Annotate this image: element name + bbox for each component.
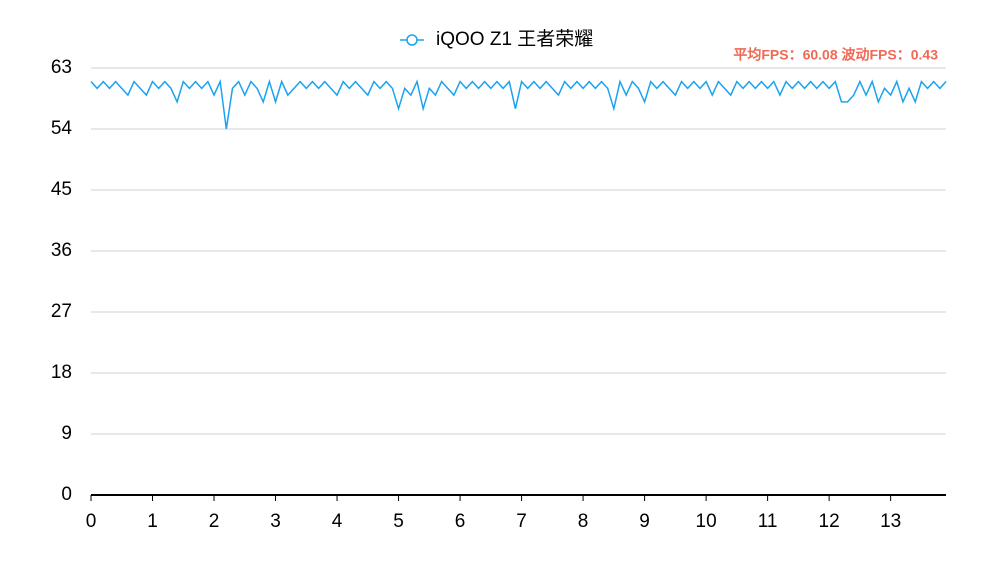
x-tick-label: 4 (332, 511, 343, 532)
y-tick-label: 0 (61, 484, 72, 505)
legend-label: iQOO Z1 王者荣耀 (436, 28, 593, 50)
x-tick-label: 12 (819, 511, 840, 532)
y-tick-label: 54 (51, 118, 73, 139)
x-tick-label: 6 (455, 511, 466, 532)
y-tick-label: 18 (51, 362, 72, 383)
x-tick-label: 11 (758, 511, 778, 532)
y-tick-label: 27 (51, 301, 72, 322)
annotation: 平均FPS：60.08 波动FPS：0.43 (733, 47, 938, 63)
y-tick-label: 36 (51, 240, 72, 261)
x-tick-label: 8 (578, 511, 589, 532)
x-tick-label: 13 (880, 511, 901, 532)
y-tick-label: 9 (61, 423, 72, 444)
x-tick-label: 5 (393, 511, 404, 532)
y-tick-label: 45 (51, 179, 72, 200)
x-tick-label: 0 (86, 511, 97, 532)
x-tick-label: 2 (209, 511, 220, 532)
x-tick-label: 10 (696, 511, 717, 532)
x-tick-label: 3 (270, 511, 281, 532)
x-tick-label: 1 (147, 511, 158, 532)
x-tick-label: 9 (639, 511, 650, 532)
series-line (90, 78, 947, 130)
x-tick-label: 7 (516, 511, 527, 532)
legend-marker (406, 34, 418, 46)
y-tick-label: 63 (51, 57, 72, 78)
